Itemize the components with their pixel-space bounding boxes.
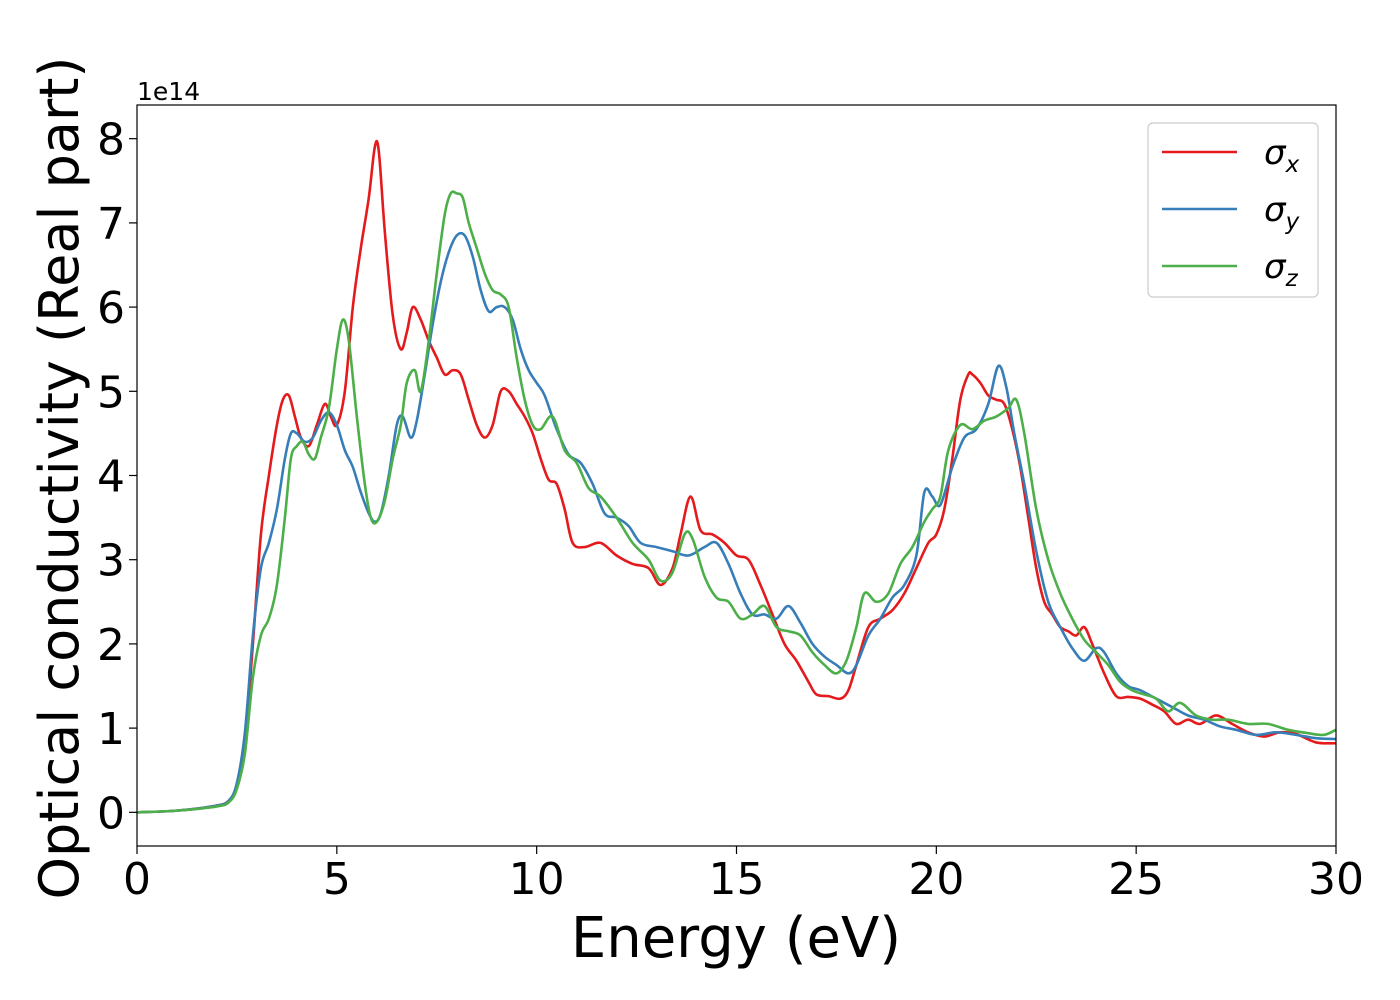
y-tick-label: 4	[97, 452, 125, 503]
y-tick-label: 2	[97, 620, 125, 671]
legend-label-x: σx	[1264, 133, 1300, 178]
x-tick-label: 10	[509, 854, 565, 905]
x-tick-label: 15	[709, 854, 765, 905]
y-tick-label: 6	[97, 283, 125, 334]
x-axis: 0 5 10 15 20 25 30	[123, 846, 1364, 905]
y-offset-text: 1e14	[137, 77, 200, 106]
x-tick-label: 30	[1308, 854, 1364, 905]
x-tick-label: 0	[123, 854, 151, 905]
series-line-z	[136, 190, 1337, 814]
y-tick-label: 1	[97, 704, 125, 755]
series-line-y	[136, 231, 1337, 814]
legend: σx σy σz	[1147, 122, 1319, 298]
y-tick-label: 7	[97, 199, 125, 250]
legend-label-y: σy	[1264, 190, 1300, 235]
x-tick-label: 20	[908, 854, 964, 905]
x-tick-label: 5	[323, 854, 351, 905]
y-tick-label: 5	[97, 367, 125, 418]
y-tick-label: 3	[97, 536, 125, 587]
y-axis-label: Optical conductivity (Real part)	[28, 57, 91, 900]
x-tick-label: 25	[1108, 854, 1164, 905]
y-tick-label: 8	[97, 115, 125, 166]
series-line-x	[136, 139, 1337, 814]
plot-area	[136, 139, 1337, 814]
y-axis: 0 1 2 3 4 5 6 7 8	[97, 115, 137, 839]
legend-label-z: σz	[1264, 247, 1299, 292]
x-axis-label: Energy (eV)	[571, 906, 901, 971]
y-tick-label: 0	[97, 788, 125, 839]
plot-frame	[136, 104, 1337, 847]
